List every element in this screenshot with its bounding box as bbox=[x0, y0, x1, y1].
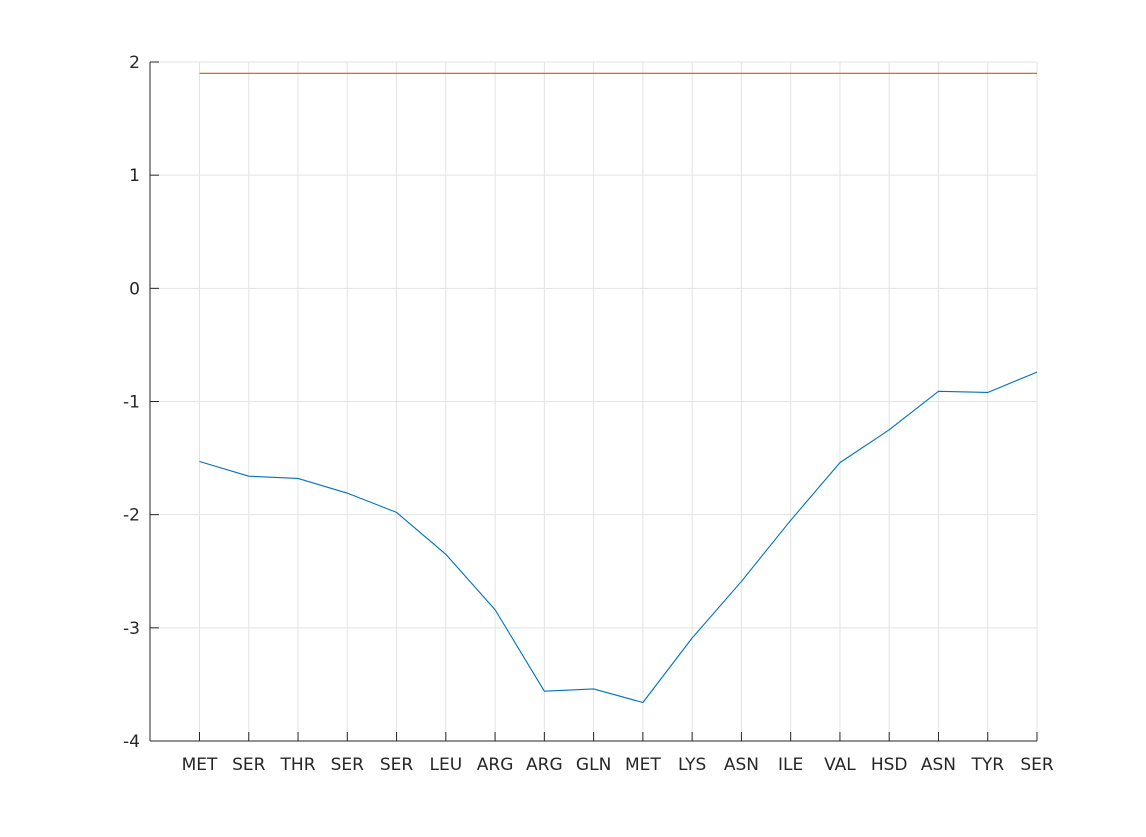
x-tick-label: THR bbox=[280, 755, 316, 775]
x-tick-label: VAL bbox=[824, 755, 856, 775]
x-tick-label: SER bbox=[380, 755, 414, 775]
y-tick-label: 0 bbox=[129, 279, 140, 299]
grid-layer bbox=[150, 61, 1038, 742]
x-tick-label: GLN bbox=[576, 755, 611, 775]
series-line-1 bbox=[199, 371, 1038, 704]
x-tick-label: ARG bbox=[477, 755, 514, 775]
x-tick-label: LEU bbox=[429, 755, 462, 775]
x-tick-label: SER bbox=[331, 755, 365, 775]
y-tick-label: 2 bbox=[129, 53, 140, 73]
x-tick-label: SER bbox=[1020, 755, 1054, 775]
x-tick-label: ILE bbox=[778, 755, 803, 775]
x-tick-label: ASN bbox=[724, 755, 759, 775]
axes-layer bbox=[149, 61, 1038, 742]
x-tick-label: TYR bbox=[970, 755, 1004, 775]
y-tick-label: -1 bbox=[123, 393, 140, 413]
y-tick-label: -4 bbox=[123, 732, 140, 752]
x-tick-label: LYS bbox=[678, 755, 706, 775]
y-tick-label: -3 bbox=[123, 619, 140, 639]
x-tick-labels: MET SER THR SER SER LEU ARG ARG GLN MET LYS ASN ILE V… bbox=[182, 755, 1054, 775]
x-tick-label: ARG bbox=[526, 755, 563, 775]
x-tick-label: MET bbox=[625, 755, 661, 775]
x-tick-label: HSD bbox=[871, 755, 908, 775]
y-tick-label: -2 bbox=[123, 506, 140, 526]
x-tick-label: ASN bbox=[921, 755, 956, 775]
series-layer bbox=[199, 72, 1038, 704]
x-tick-label: MET bbox=[182, 755, 218, 775]
y-tick-label: 1 bbox=[129, 166, 140, 186]
y-tick-labels: 2 1 0 -1 -2 -3 -4 bbox=[123, 53, 140, 752]
x-tick-label: SER bbox=[232, 755, 266, 775]
